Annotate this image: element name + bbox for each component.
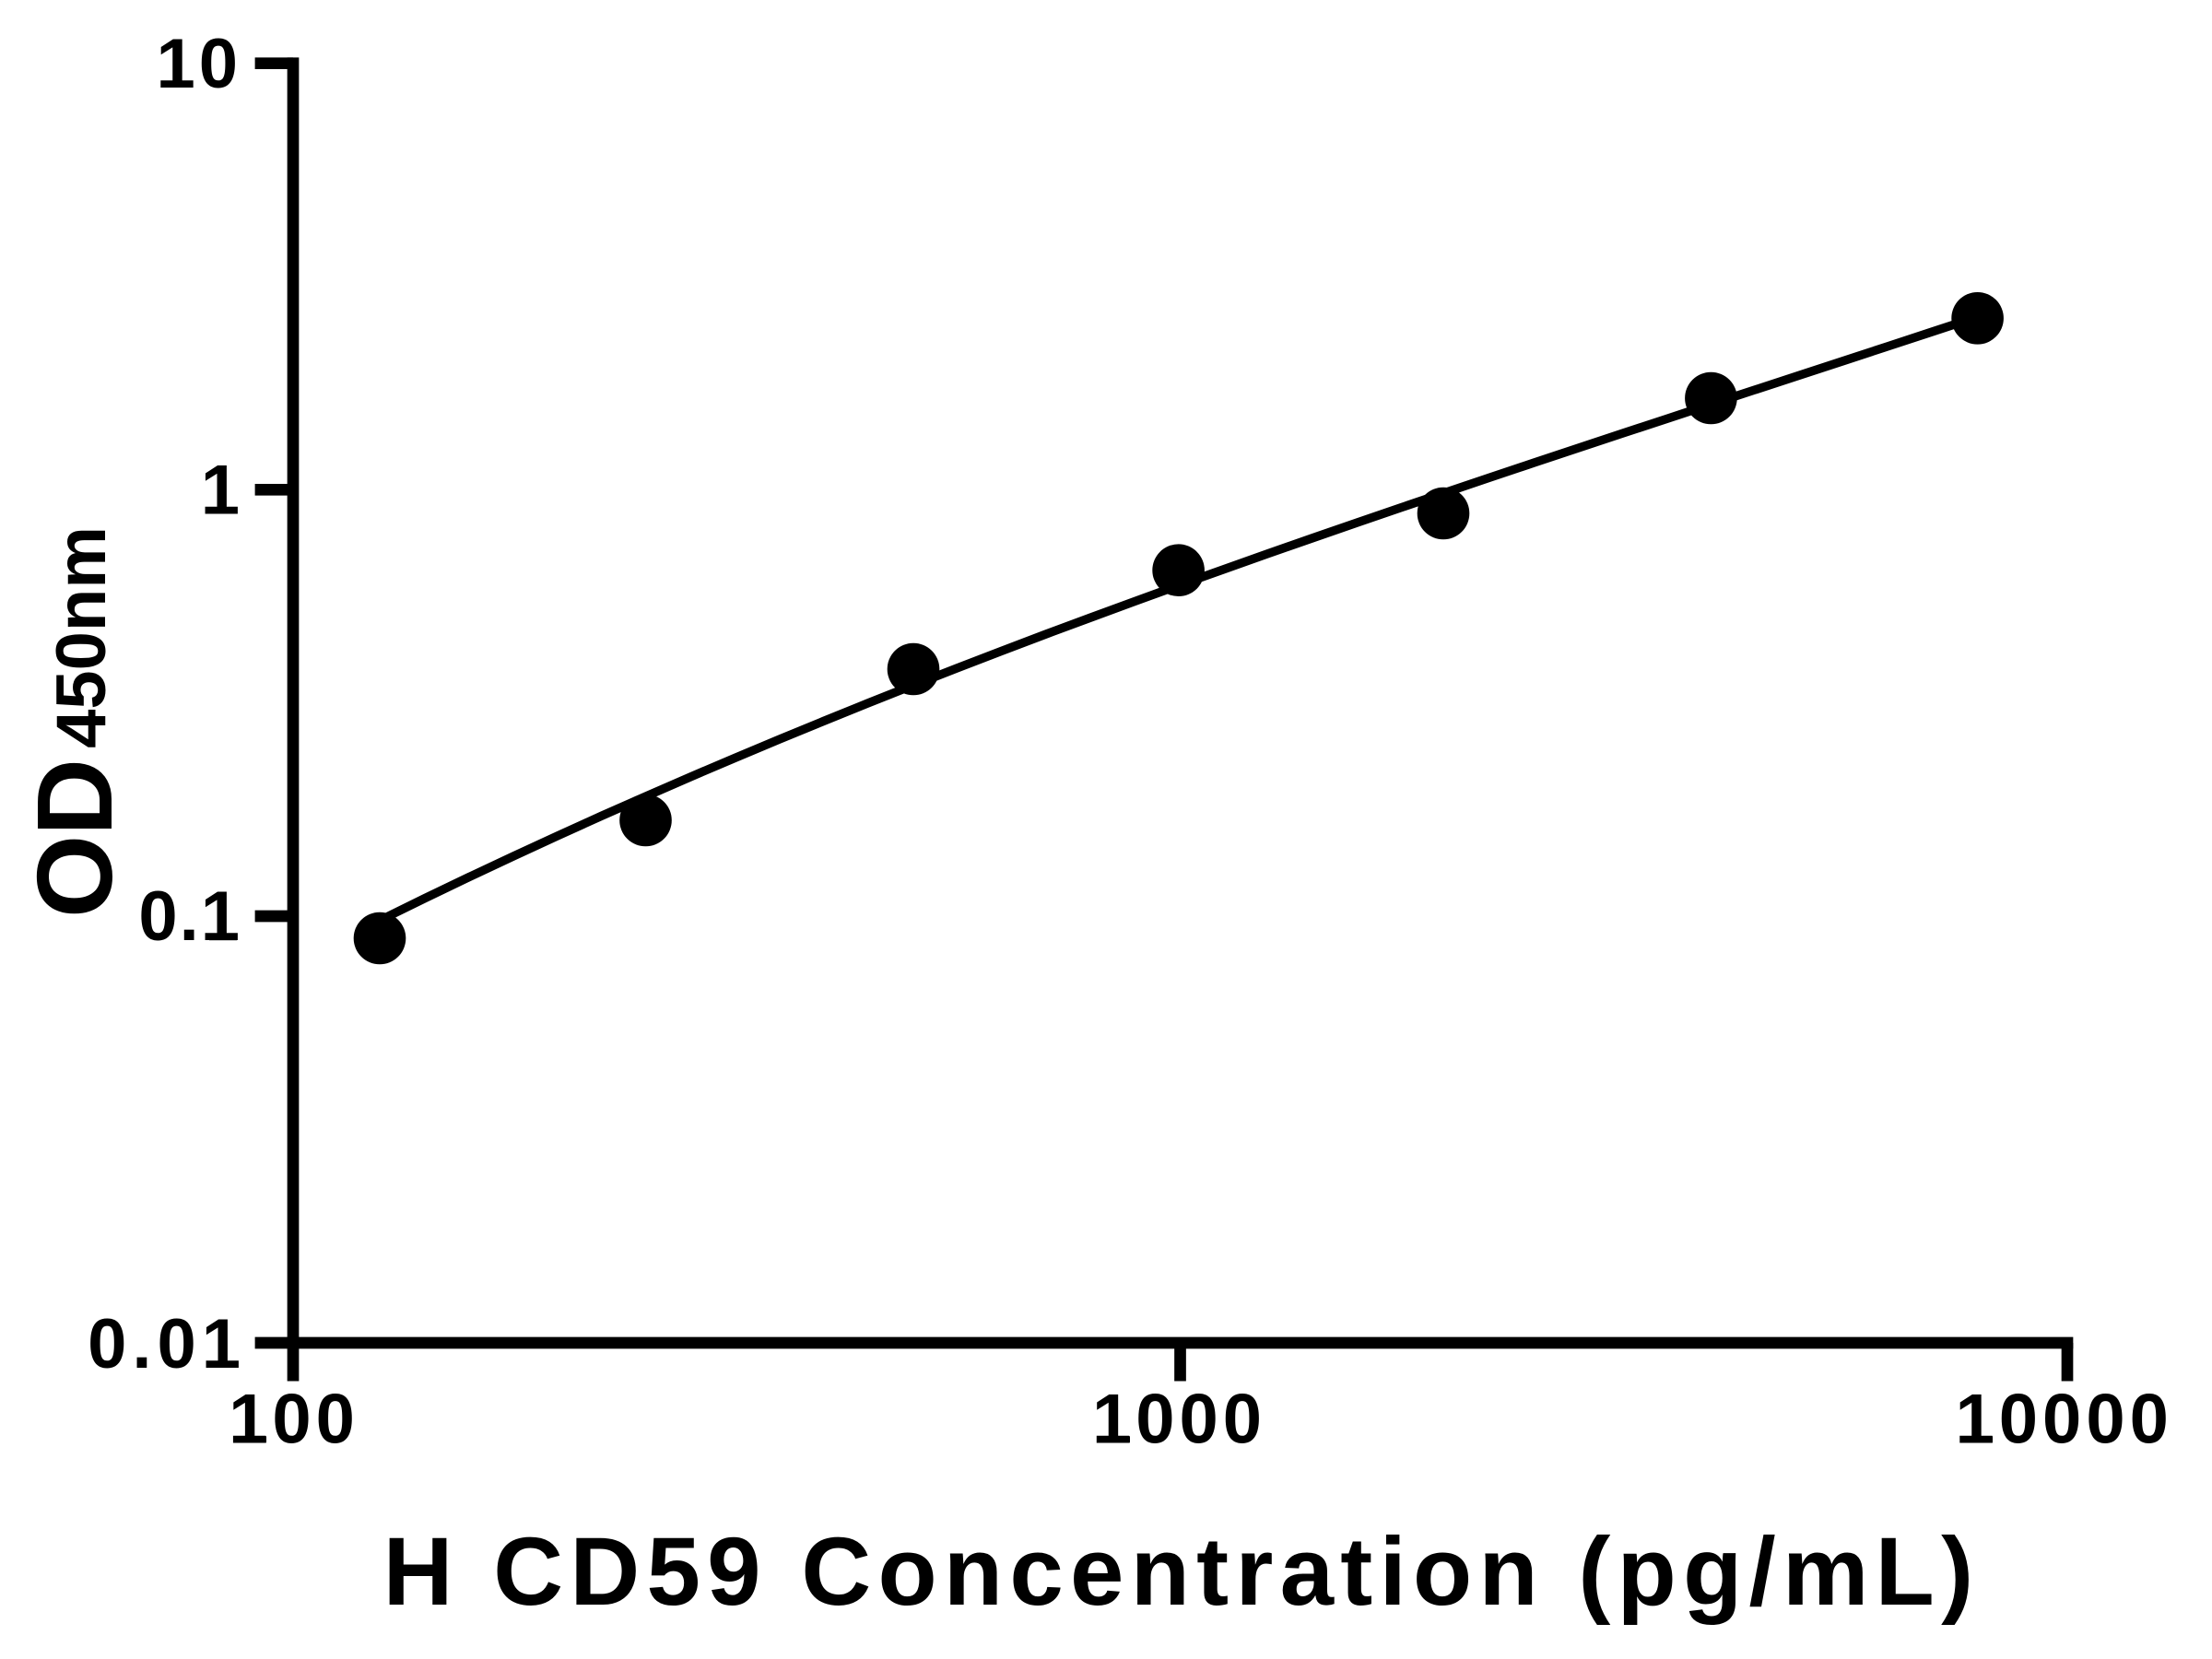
svg-text:10: 10 — [156, 25, 241, 103]
svg-text:10000: 10000 — [1956, 1380, 2173, 1458]
svg-text:100: 100 — [229, 1380, 359, 1458]
svg-text:H CD59 Concentration (pg/mL): H CD59 Concentration (pg/mL) — [383, 1518, 1981, 1626]
svg-text:0.01: 0.01 — [88, 1305, 246, 1383]
svg-text:1000: 1000 — [1092, 1380, 1266, 1458]
svg-text:0.1: 0.1 — [138, 877, 241, 956]
svg-text:OD450nm: OD450nm — [15, 526, 135, 918]
svg-text:1: 1 — [201, 452, 241, 530]
